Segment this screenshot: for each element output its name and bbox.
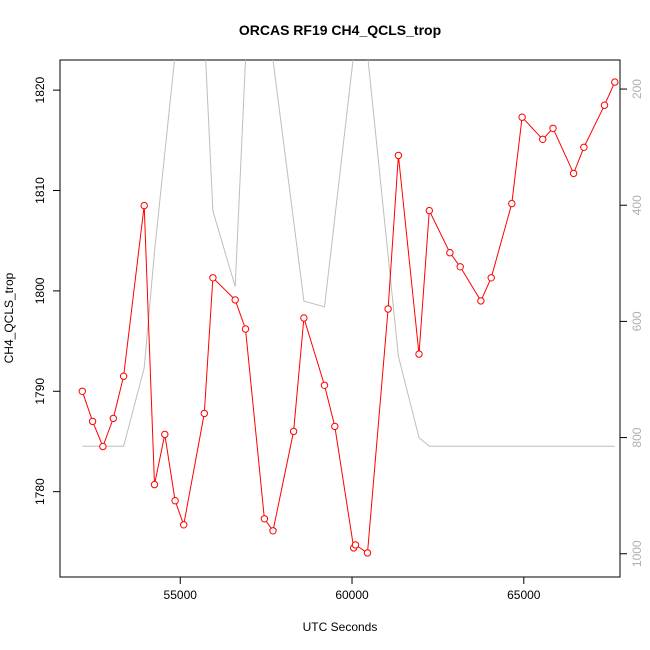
y-tick-label: 1810 (33, 177, 47, 204)
data-point (456, 263, 464, 271)
data-point (200, 409, 209, 418)
y2-tick-label: 200 (630, 79, 644, 99)
y-tick-label: 1780 (33, 478, 47, 505)
data-point (180, 521, 188, 529)
y2-tick-label: 400 (630, 195, 644, 215)
y2-tick-label: 1000 (630, 540, 644, 567)
data-point (539, 135, 547, 144)
data-point (320, 381, 329, 389)
data-point (487, 274, 495, 282)
data-point (269, 527, 277, 535)
data-point (425, 206, 433, 215)
data-point (477, 297, 485, 305)
x-tick-label: 55000 (164, 588, 198, 602)
y-tick-label: 1820 (33, 76, 47, 103)
y-tick-label: 1790 (33, 378, 47, 405)
x-tick-label: 60000 (335, 588, 369, 602)
data-point (300, 314, 308, 322)
data-point (611, 78, 619, 86)
data-point (140, 201, 148, 210)
y2-axis: 200 400 600 800 1000 (620, 79, 644, 567)
y2-tick-label: 800 (630, 427, 644, 447)
data-point (600, 101, 609, 109)
plot-frame (59, 59, 621, 578)
y2-tick-label: 600 (630, 311, 644, 331)
data-point (415, 350, 423, 358)
data-point (363, 549, 372, 557)
data-point (569, 169, 578, 178)
data-point (78, 387, 87, 395)
data-point (260, 515, 269, 523)
data-point (109, 414, 118, 423)
x-axis-label: UTC Seconds (303, 620, 378, 634)
data-point (580, 143, 588, 152)
y-axis-label: CH4_QCLS_trop (2, 272, 16, 363)
data-point (161, 430, 169, 439)
data-point (508, 199, 516, 208)
data-point (88, 417, 97, 426)
data-point (209, 274, 217, 282)
data-point (119, 372, 128, 380)
data-point (446, 249, 454, 257)
data-point (351, 541, 360, 549)
y-axis: 1780 1790 1800 1810 1820 (33, 76, 60, 505)
x-axis: 55000 60000 65000 (164, 577, 541, 602)
data-point (549, 124, 557, 133)
data-point (331, 422, 339, 431)
series-line-0 (81, 81, 616, 554)
data-point (99, 442, 107, 451)
data-point (518, 113, 526, 121)
series-line-1 (82, 60, 615, 447)
data-point (394, 151, 403, 160)
y-tick-label: 1800 (33, 277, 47, 304)
data-point (231, 296, 239, 304)
data-point (384, 305, 392, 313)
data-point (241, 325, 250, 333)
plot-content (78, 60, 619, 557)
chart-title: ORCAS RF19 CH4_QCLS_trop (239, 22, 441, 38)
data-point (289, 427, 298, 436)
x-tick-label: 65000 (507, 588, 541, 602)
data-point (171, 497, 179, 505)
data-point (150, 480, 159, 489)
